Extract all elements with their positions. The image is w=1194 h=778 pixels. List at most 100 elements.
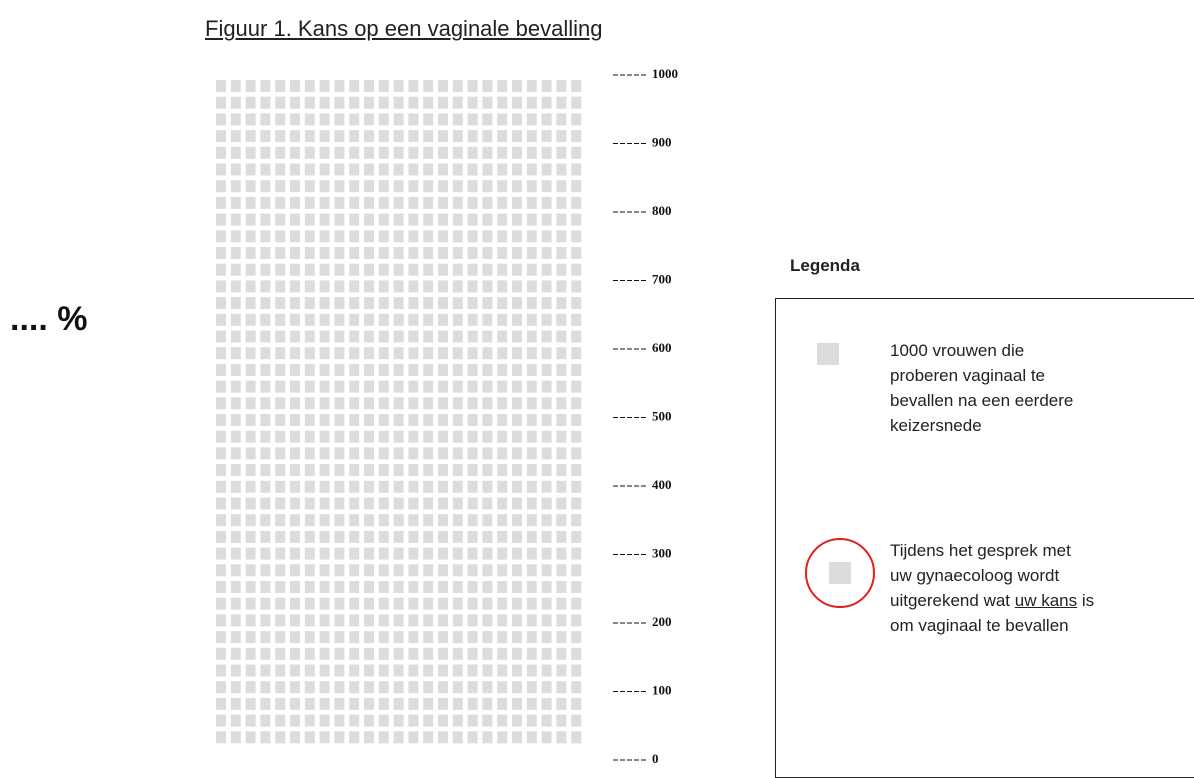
icon <box>512 180 522 193</box>
icon <box>408 113 419 126</box>
icon <box>526 347 537 360</box>
icon <box>334 480 345 493</box>
icon <box>275 263 286 276</box>
icon <box>290 380 300 393</box>
icon <box>290 247 300 259</box>
icon <box>260 130 271 143</box>
icon <box>364 263 374 276</box>
icon <box>438 80 448 92</box>
icon <box>497 80 508 92</box>
icon <box>378 146 389 159</box>
icon <box>364 480 374 493</box>
icon <box>245 681 256 694</box>
scale-label: 300 <box>652 545 672 560</box>
icon <box>482 380 493 393</box>
icon <box>364 664 374 677</box>
icon <box>393 647 404 660</box>
icon <box>497 180 508 193</box>
icon <box>260 163 271 176</box>
icon <box>497 397 508 410</box>
icon <box>526 597 537 610</box>
icon <box>393 631 404 644</box>
icon <box>319 464 330 477</box>
icon <box>452 80 463 92</box>
icon <box>393 313 404 326</box>
icon <box>334 430 345 443</box>
icon <box>497 447 508 460</box>
icon <box>423 430 434 443</box>
icon <box>245 597 256 610</box>
icon <box>571 213 582 226</box>
icon <box>260 581 271 593</box>
icon <box>378 263 389 276</box>
icon <box>408 597 419 610</box>
icon <box>364 631 374 644</box>
icon <box>290 597 300 610</box>
icon <box>571 347 582 360</box>
icon <box>423 631 434 644</box>
icon <box>556 180 567 193</box>
icon <box>393 247 404 259</box>
icon <box>467 280 478 293</box>
icon <box>512 664 522 677</box>
icon <box>349 363 360 376</box>
icon <box>260 280 271 293</box>
icon <box>275 414 286 426</box>
icon <box>216 547 226 560</box>
icon <box>467 80 478 92</box>
icon <box>260 547 271 560</box>
icon <box>260 514 271 527</box>
icon <box>482 547 493 560</box>
icon <box>275 464 286 477</box>
icon <box>571 647 582 660</box>
icon <box>541 280 552 293</box>
icon <box>364 113 374 126</box>
icon <box>349 196 360 209</box>
icon <box>393 96 404 109</box>
icon <box>364 146 374 159</box>
icon <box>526 263 537 276</box>
icon <box>334 530 345 543</box>
icon <box>541 196 552 209</box>
icon <box>541 297 552 310</box>
icon <box>230 146 241 159</box>
icon <box>482 697 493 710</box>
icon <box>526 430 537 443</box>
icon <box>438 380 448 393</box>
icon <box>526 547 537 560</box>
icon <box>393 363 404 376</box>
icon <box>393 447 404 460</box>
icon <box>393 497 404 510</box>
icon <box>304 714 315 727</box>
icon <box>290 213 300 226</box>
icon <box>452 330 463 343</box>
icon <box>290 581 300 593</box>
icon <box>216 397 226 410</box>
icon <box>334 146 345 159</box>
icon <box>364 731 374 744</box>
icon <box>230 196 241 209</box>
icon <box>423 163 434 176</box>
icon <box>378 681 389 694</box>
icon <box>438 564 448 577</box>
icon <box>378 130 389 143</box>
icon <box>319 380 330 393</box>
icon <box>334 113 345 126</box>
icon <box>275 530 286 543</box>
icon <box>541 230 552 243</box>
icon <box>497 213 508 226</box>
icon <box>304 697 315 710</box>
icon <box>541 464 552 477</box>
icon <box>512 113 522 126</box>
icon <box>364 80 374 92</box>
scale-label: 700 <box>652 271 672 286</box>
icon <box>526 130 537 143</box>
icon <box>290 497 300 510</box>
icon <box>541 631 552 644</box>
icon <box>571 113 582 126</box>
icon <box>556 380 567 393</box>
icon <box>423 547 434 560</box>
icon <box>275 247 286 259</box>
icon <box>334 163 345 176</box>
icon <box>319 313 330 326</box>
